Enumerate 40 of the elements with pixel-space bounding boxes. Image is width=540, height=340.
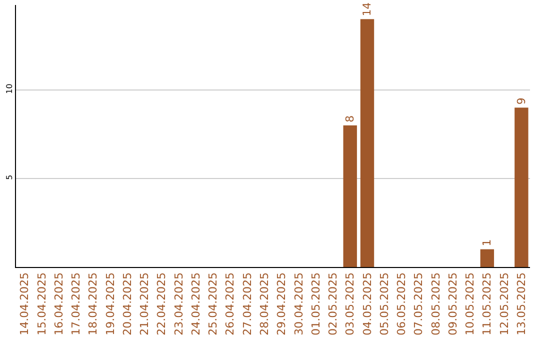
- x-tick-label: 05.05.2025: [378, 272, 391, 336]
- x-tick-label: 24.04.2025: [189, 272, 202, 336]
- x-tick-label: 09.05.2025: [446, 272, 460, 336]
- x-tick-label: 17.04.2025: [70, 272, 83, 336]
- x-tick-label: 13.05.2025: [515, 272, 528, 336]
- x-tick-label: 16.04.2025: [52, 272, 66, 336]
- x-tick-label: 04.05.2025: [360, 272, 374, 336]
- x-tick-label: 11.05.2025: [480, 272, 494, 336]
- y-tick-label: 10: [4, 84, 14, 94]
- bar: [480, 249, 494, 267]
- bar: [360, 19, 374, 267]
- x-tick-label: 25.04.2025: [206, 272, 220, 336]
- data-label: 9: [514, 98, 528, 105]
- x-tick-label: 18.04.2025: [86, 272, 100, 336]
- bar: [343, 125, 357, 267]
- x-tick-label: 10.05.2025: [464, 272, 477, 336]
- bar: [514, 108, 528, 267]
- x-tick-label: 19.04.2025: [104, 272, 117, 336]
- x-tick-label: 26.04.2025: [224, 272, 237, 336]
- x-tick-label: 21.04.2025: [138, 272, 152, 336]
- x-tick-label: 14.04.2025: [18, 272, 32, 336]
- data-label: 1: [480, 239, 494, 246]
- x-tick-label: 08.05.2025: [429, 272, 442, 336]
- x-tick-label: 20.04.2025: [120, 272, 134, 336]
- x-tick-label: 07.05.2025: [412, 272, 426, 336]
- data-label: 8: [344, 115, 357, 122]
- x-tick-label: 02.05.2025: [326, 272, 340, 336]
- x-tick-label: 22.04.2025: [155, 272, 168, 336]
- data-label: 14: [360, 2, 374, 16]
- x-tick-label: 29.04.2025: [275, 272, 288, 336]
- y-tick-label: 5: [4, 174, 14, 180]
- x-tick-label: 03.05.2025: [344, 272, 357, 336]
- x-tick-label: 06.05.2025: [395, 272, 408, 336]
- x-tick-label: 28.04.2025: [258, 272, 272, 336]
- x-tick-label: 15.04.2025: [35, 272, 48, 336]
- x-tick-label: 27.04.2025: [240, 272, 254, 336]
- x-tick-label: 23.04.2025: [172, 272, 186, 336]
- x-tick-label: 12.05.2025: [498, 272, 511, 336]
- x-tick-label: 30.04.2025: [292, 272, 306, 336]
- x-tick-label: 01.05.2025: [309, 272, 322, 336]
